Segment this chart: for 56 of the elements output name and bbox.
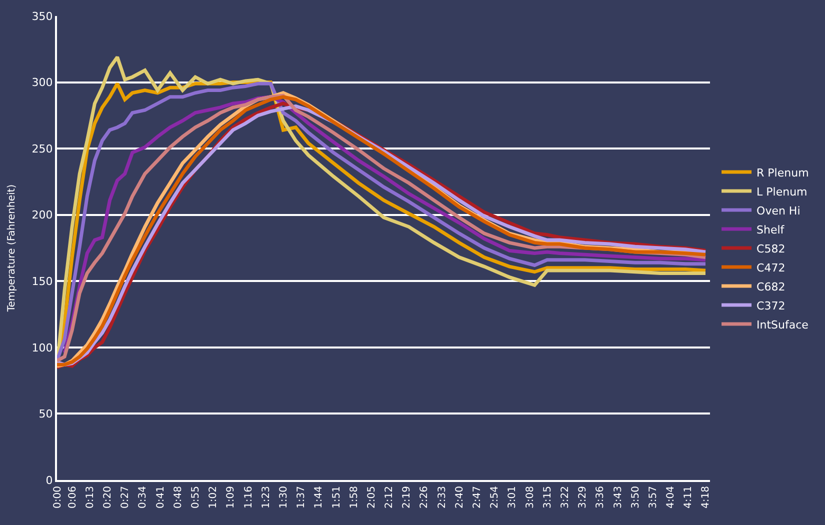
x-tick-label: 0:13	[84, 486, 96, 508]
y-axis-title: Temperature (Fahrenheit)	[6, 184, 18, 313]
x-tick-label: 4:18	[700, 486, 712, 508]
x-tick-label: 2:12	[384, 486, 396, 508]
y-tick-label: 350	[32, 10, 53, 23]
x-tick-label: 0:20	[102, 486, 114, 508]
y-tick-label: 100	[32, 341, 53, 354]
x-tick-label: 4:04	[666, 486, 677, 508]
x-tick-label: 1:30	[278, 486, 290, 508]
legend-label: L Plenum	[756, 185, 808, 198]
x-tick-label: 3:57	[648, 486, 659, 508]
x-tick-label: 0:27	[120, 486, 132, 508]
x-tick-label: 3:01	[507, 486, 518, 508]
x-tick-label: 4:11	[683, 486, 694, 508]
y-tick-label: 300	[32, 76, 53, 90]
x-tick-label: 2:33	[436, 486, 448, 508]
x-tick-label: 3:43	[612, 486, 624, 508]
x-tick-label: 3:15	[542, 486, 554, 508]
x-tick-label: 0:00	[52, 486, 64, 508]
x-tick-label: 2:47	[472, 486, 483, 508]
x-tick-label: 2:40	[454, 486, 466, 508]
x-tick-label: 1:51	[331, 486, 342, 508]
x-tick-label: 1:09	[226, 486, 237, 508]
legend-label: Oven Hi	[756, 204, 800, 218]
legend-label: C582	[756, 242, 786, 256]
x-tick-label: 0:41	[155, 486, 166, 508]
y-tick-label: 200	[32, 208, 53, 222]
x-tick-label: 0:55	[190, 486, 202, 508]
legend-label: C682	[756, 280, 786, 294]
legend-label: C372	[756, 299, 786, 312]
legend-label: C472	[756, 261, 786, 274]
legend-label: R Plenum	[756, 166, 809, 180]
x-tick-label: 1:23	[260, 486, 272, 508]
y-tick-label: 0	[46, 474, 53, 487]
x-tick-label: 3:36	[595, 486, 606, 508]
x-tick-label: 0:34	[138, 486, 149, 508]
x-tick-label: 3:08	[524, 486, 536, 508]
x-tick-label: 3:29	[578, 486, 589, 508]
x-tick-label: 2:26	[419, 486, 430, 508]
x-tick-label: 2:54	[490, 486, 501, 508]
y-tick-label: 50	[38, 408, 53, 421]
x-tick-label: 1:58	[348, 486, 360, 508]
x-tick-label: 0:06	[67, 486, 78, 508]
legend-label: IntSuface	[756, 318, 809, 332]
x-tick-label: 2:19	[402, 486, 413, 508]
x-tick-label: 0:48	[172, 486, 184, 508]
y-tick-label: 250	[32, 142, 53, 156]
legend-label: Shelf	[756, 223, 786, 236]
x-tick-label: 3:50	[630, 486, 642, 508]
y-tick-label: 150	[32, 274, 53, 288]
x-tick-label: 1:02	[208, 486, 220, 508]
x-tick-label: 2:05	[366, 486, 378, 508]
x-tick-label: 1:37	[296, 486, 308, 508]
x-tick-label: 3:22	[560, 486, 571, 508]
x-tick-label: 1:16	[243, 486, 254, 508]
x-tick-label: 1:44	[314, 486, 325, 508]
